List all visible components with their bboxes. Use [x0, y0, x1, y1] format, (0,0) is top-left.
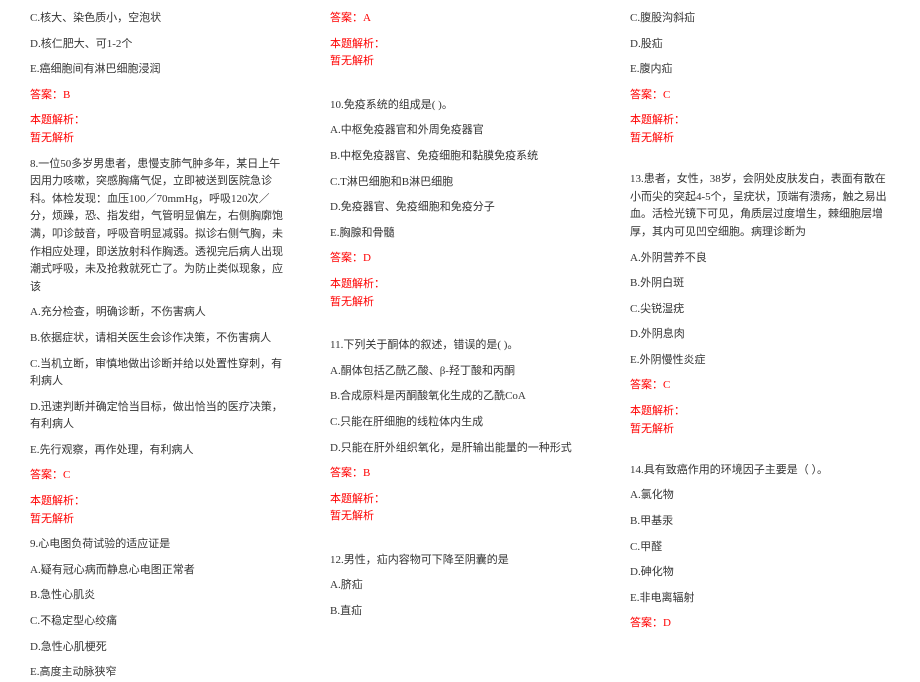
explain-label: 本题解析：	[30, 493, 290, 511]
option: A.疑有冠心病而静息心电图正常者	[30, 562, 290, 580]
option: C.当机立断，审慎地做出诊断并给以处置性穿刺，有利病人	[30, 356, 290, 391]
explain-label: 本题解析：	[30, 112, 290, 130]
no-explain: 暂无解析	[30, 511, 290, 529]
no-explain: 暂无解析	[630, 130, 890, 148]
option: B.依据症状，请相关医生会诊作决策，不伤害病人	[30, 330, 290, 348]
question: 11.下列关于酮体的叙述，错误的是( )。	[330, 337, 590, 355]
explain-label: 本题解析：	[330, 491, 590, 509]
answer: 答案：D	[630, 615, 890, 633]
option: B.合成原料是丙酮酸氧化生成的乙酰CoA	[330, 388, 590, 406]
option: A.酮体包括乙酰乙酸、β-羟丁酸和丙酮	[330, 363, 590, 381]
option: A.外阴营养不良	[630, 250, 890, 268]
option: E.非电离辐射	[630, 590, 890, 608]
option: E.外阴慢性炎症	[630, 352, 890, 370]
question: 14.具有致癌作用的环境因子主要是（ ）。	[630, 462, 890, 480]
no-explain: 暂无解析	[30, 130, 290, 148]
explain-label: 本题解析：	[630, 112, 890, 130]
spacer	[330, 79, 590, 97]
option: A.脐疝	[330, 577, 590, 595]
option: C.只能在肝细胞的线粒体内生成	[330, 414, 590, 432]
spacer	[330, 534, 590, 552]
answer: 答案：B	[330, 465, 590, 483]
column-2: 答案：A 本题解析： 暂无解析 10.免疫系统的组成是( )。 A.中枢免疫器官…	[330, 10, 590, 641]
answer: 答案：B	[30, 87, 290, 105]
question: 10.免疫系统的组成是( )。	[330, 97, 590, 115]
option: C.核大、染色质小，空泡状	[30, 10, 290, 28]
no-explain: 暂无解析	[330, 53, 590, 71]
option: B.直疝	[330, 603, 590, 621]
document-columns: C.核大、染色质小，空泡状 D.核仁肥大、可1-2个 E.癌细胞间有淋巴细胞浸润…	[30, 10, 890, 641]
option: D.股疝	[630, 36, 890, 54]
option: C.腹股沟斜疝	[630, 10, 890, 28]
option: D.砷化物	[630, 564, 890, 582]
question: 9.心电图负荷试验的适应证是	[30, 536, 290, 554]
answer: 答案：D	[330, 250, 590, 268]
column-3: C.腹股沟斜疝 D.股疝 E.腹内疝 答案：C 本题解析： 暂无解析 13.患者…	[630, 10, 890, 641]
no-explain: 暂无解析	[330, 294, 590, 312]
option: E.先行观察，再作处理，有利病人	[30, 442, 290, 460]
option: E.胸腺和骨髓	[330, 225, 590, 243]
answer: 答案：C	[30, 467, 290, 485]
option: A.充分检查，明确诊断，不伤害病人	[30, 304, 290, 322]
option: B.急性心肌炎	[30, 587, 290, 605]
option: E.癌细胞间有淋巴细胞浸润	[30, 61, 290, 79]
option: B.甲基汞	[630, 513, 890, 531]
explain-label: 本题解析：	[630, 403, 890, 421]
option: D.只能在肝外组织氧化，是肝输出能量的一种形式	[330, 440, 590, 458]
no-explain: 暂无解析	[630, 421, 890, 439]
question: 13.患者，女性，38岁，会阴处皮肤发白，表面有散在小而尖的突起4-5个，呈疣状…	[630, 171, 890, 241]
option: E.腹内疝	[630, 61, 890, 79]
option: C.尖锐湿疣	[630, 301, 890, 319]
explain-label: 本题解析：	[330, 36, 590, 54]
option: D.外阴息肉	[630, 326, 890, 344]
question: 12.男性，疝内容物可下降至阴囊的是	[330, 552, 590, 570]
spacer	[630, 156, 890, 172]
option: D.核仁肥大、可1-2个	[30, 36, 290, 54]
option: A.中枢免疫器官和外周免疫器官	[330, 122, 590, 140]
option: B.外阴白斑	[630, 275, 890, 293]
spacer	[630, 446, 890, 462]
question: 8.一位50多岁男患者，患慢支肺气肿多年，某日上午因用力咳嗽，突感胸痛气促，立即…	[30, 156, 290, 297]
column-1: C.核大、染色质小，空泡状 D.核仁肥大、可1-2个 E.癌细胞间有淋巴细胞浸润…	[30, 10, 290, 641]
explain-label: 本题解析：	[330, 276, 590, 294]
option: A.氯化物	[630, 487, 890, 505]
option: D.免疫器官、免疫细胞和免疫分子	[330, 199, 590, 217]
option: C.不稳定型心绞痛	[30, 613, 290, 631]
answer: 答案：A	[330, 10, 590, 28]
answer: 答案：C	[630, 87, 890, 105]
option: E.高度主动脉狭窄	[30, 664, 290, 682]
answer: 答案：C	[630, 377, 890, 395]
option: C.甲醛	[630, 539, 890, 557]
no-explain: 暂无解析	[330, 508, 590, 526]
option: C.T淋巴细胞和B淋巴细胞	[330, 174, 590, 192]
option: D.急性心肌梗死	[30, 639, 290, 657]
option: B.中枢免疫器官、免疫细胞和黏膜免疫系统	[330, 148, 590, 166]
option: D.迅速判断并确定恰当目标，做出恰当的医疗决策，有利病人	[30, 399, 290, 434]
spacer	[330, 319, 590, 337]
